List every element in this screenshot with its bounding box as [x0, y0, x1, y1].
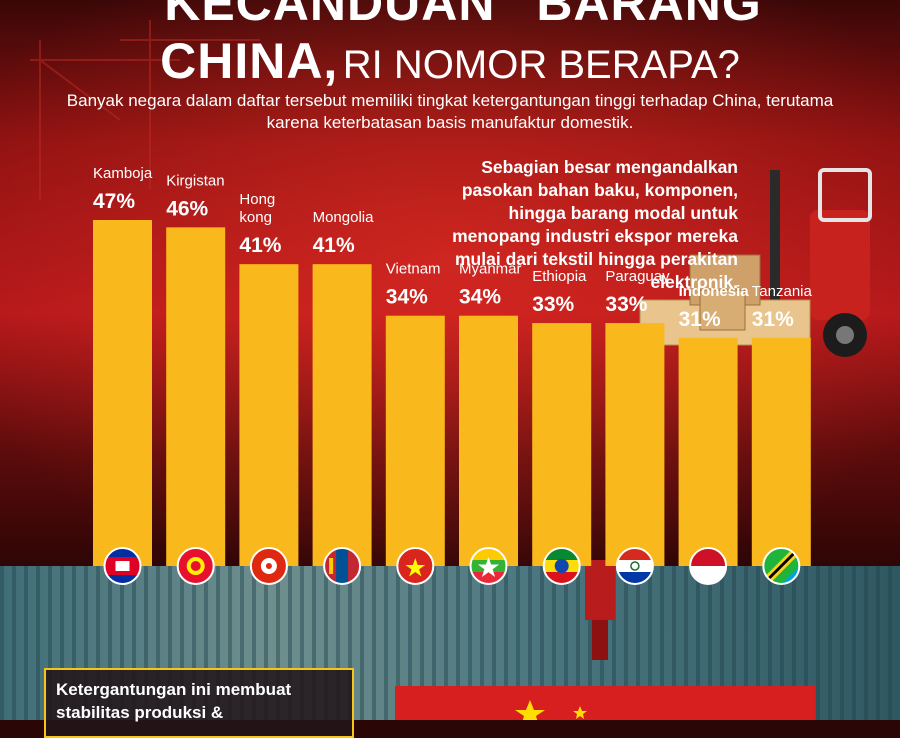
indonesia-flag-icon — [689, 547, 728, 585]
category-label-mongolia: Mongolia — [313, 209, 375, 226]
category-label-paraguay: Paraguay — [605, 268, 670, 285]
bar-myanmar — [459, 315, 518, 566]
title-china: CHINA, — [160, 33, 339, 89]
value-label-kamboja: 47% — [93, 190, 135, 213]
value-label-tanzania: 31% — [752, 308, 794, 331]
myanmar-flag-icon — [469, 547, 508, 585]
forklift-illustration — [639, 168, 872, 357]
bottom-note: Ketergantungan ini membuat stabilitas pr… — [56, 680, 292, 722]
value-label-hong-kong: 41% — [239, 234, 281, 257]
subtitle: Banyak negara dalam daftar tersebut memi… — [66, 91, 834, 132]
title-line-1: “KECANDUAN” BARANG — [138, 0, 762, 31]
category-label-kirgistan: Kirgistan — [166, 172, 224, 189]
bar-kamboja — [93, 220, 152, 566]
bar-mongolia — [312, 264, 372, 566]
value-label-mongolia: 41% — [313, 234, 355, 257]
category-label-tanzania: Tanzania — [752, 283, 813, 300]
category-label-indonesia: Indonesia — [679, 283, 750, 300]
bottom-note-box: Ketergantungan ini membuat stabilitas pr… — [44, 668, 354, 738]
bar-vietnam — [385, 315, 445, 566]
category-label-hong-kong-1: Hong — [239, 191, 275, 208]
value-label-ethiopia: 33% — [532, 293, 574, 316]
cambodia-flag-icon — [103, 547, 142, 585]
paraguay-flag-icon — [615, 547, 654, 585]
hong-kong-flag-icon — [249, 547, 288, 585]
value-label-paraguay: 33% — [605, 293, 647, 316]
bar-paraguay — [605, 323, 665, 566]
vietnam-flag-icon — [396, 547, 435, 585]
bar-hong-kong — [239, 264, 299, 566]
side-note: Sebagian besar mengandalkan pasokan baha… — [452, 157, 738, 292]
value-label-myanmar: 34% — [459, 286, 501, 309]
crane-hook — [585, 560, 615, 660]
bar-tanzania — [751, 337, 811, 566]
container-corrugation — [0, 566, 892, 720]
value-label-kirgistan: 46% — [166, 197, 208, 220]
tanzania-flag-icon — [762, 547, 801, 585]
category-label-hong-kong-2: kong — [239, 209, 272, 226]
title-question: RI NOMOR BERAPA? — [342, 43, 740, 87]
china-container — [395, 686, 815, 720]
bar-indonesia — [678, 337, 738, 566]
title-line-2: CHINA, RI NOMOR BERAPA? — [0, 36, 900, 86]
ethiopia-flag-icon — [542, 547, 581, 585]
bar-kirgistan — [166, 227, 226, 567]
category-label-vietnam: Vietnam — [386, 261, 441, 278]
mongolia-flag-icon — [323, 547, 362, 585]
value-label-indonesia: 31% — [679, 308, 721, 331]
category-label-myanmar: Myanmar — [459, 261, 522, 278]
bar-ethiopia — [532, 323, 592, 566]
background-cranes — [30, 20, 260, 200]
category-label-kamboja: Kamboja — [93, 165, 153, 182]
kyrgyzstan-flag-icon — [176, 547, 215, 585]
category-label-ethiopia: Ethiopia — [532, 268, 587, 285]
value-label-vietnam: 34% — [386, 286, 428, 309]
